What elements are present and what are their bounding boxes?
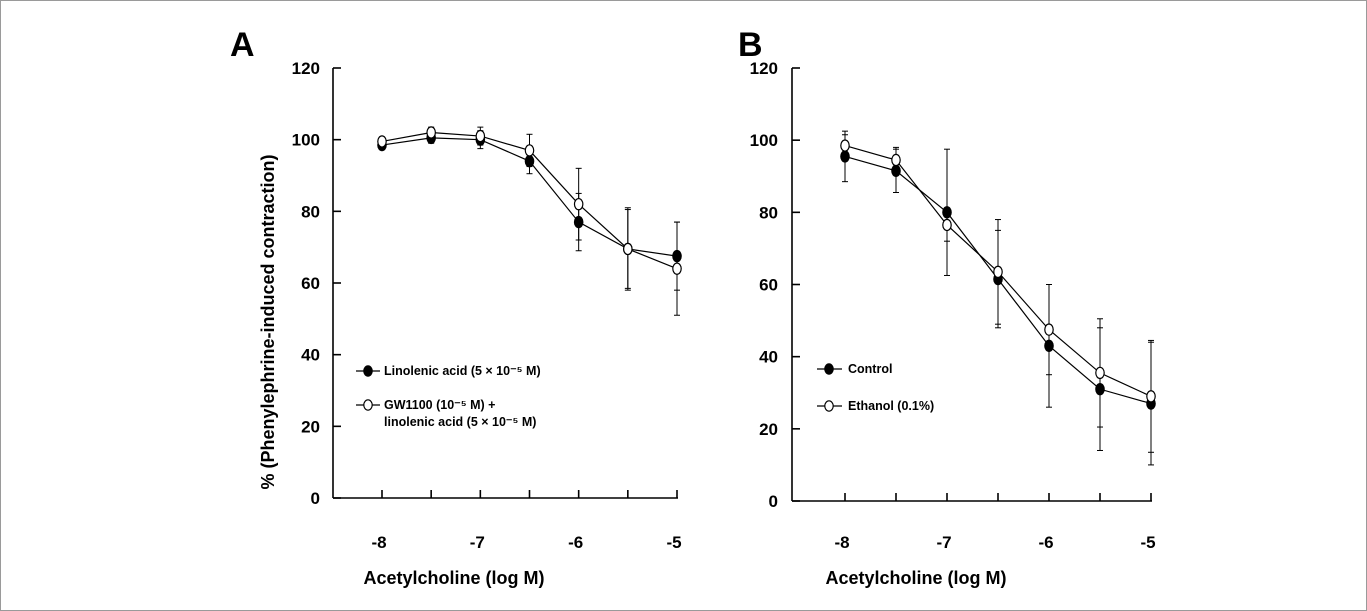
- chart-panel-a: 0 20 40 60 80 100 120 -8 -7 -6 -5 Linolenic acid (5…: [292, 59, 682, 552]
- data-point-pa-1-1: [426, 126, 436, 139]
- legend-label-pb-0: Control: [848, 362, 892, 376]
- y-tick-label-pa-6: 120: [292, 59, 320, 78]
- y-tick-label-pb-3: 60: [759, 276, 778, 295]
- y-tick-label-pa-4: 80: [301, 202, 320, 221]
- data-point-pb-0-1: [891, 164, 901, 178]
- data-point-pa-0-6: [672, 249, 682, 263]
- data-point-pa-1-5: [623, 242, 633, 256]
- y-tick-label-pa-2: 40: [301, 346, 320, 365]
- data-point-pa-1-2: [475, 129, 486, 143]
- data-point-pa-1-3: [524, 144, 535, 157]
- data-point-pb-1-1: [891, 153, 901, 167]
- legend-marker-pb-1: [824, 400, 834, 412]
- legend-marker-pa-1: [363, 399, 373, 411]
- x-tick-label-pb-0: -8: [834, 533, 849, 552]
- data-point-pa-1-6: [672, 262, 682, 275]
- data-point-pb-0-4: [1044, 339, 1054, 353]
- y-tick-label-pa-5: 100: [292, 131, 320, 150]
- y-tick-label-pb-0: 0: [769, 492, 778, 511]
- x-axis-title-a: Acetylcholine (log M): [363, 568, 544, 588]
- panel-letter-a: A: [230, 26, 255, 64]
- y-tick-label-pa-3: 60: [301, 274, 320, 293]
- panel-letter-b: B: [738, 26, 763, 64]
- x-tick-label-pa-0: -8: [371, 533, 386, 552]
- data-point-pa-1-0: [377, 135, 387, 148]
- data-point-pb-1-5: [1095, 366, 1105, 380]
- chart-panel-b: 0 20 40 60 80 100 120 -8 -7 -6 -5 Control Ethanol (0…: [750, 59, 1156, 552]
- x-axis-title-b: Acetylcholine (log M): [825, 568, 1006, 588]
- y-tick-label-pb-1: 20: [759, 420, 778, 439]
- y-tick-label-pb-6: 120: [750, 59, 778, 78]
- x-tick-label-pa-1: -7: [470, 533, 485, 552]
- x-tick-label-pa-3: -5: [666, 533, 681, 552]
- data-point-pb-1-2: [942, 218, 952, 232]
- data-point-pb-0-5: [1095, 382, 1105, 396]
- legend-marker-pb-0: [824, 363, 834, 375]
- y-tick-label-pb-5: 100: [750, 131, 778, 150]
- y-tick-label-pb-4: 80: [759, 203, 778, 222]
- x-tick-label-pa-2: -6: [568, 533, 583, 552]
- data-point-pb-1-3: [993, 265, 1003, 279]
- data-point-pb-1-4: [1044, 323, 1054, 336]
- legend-label-pa-1: linolenic acid (5 × 10⁻⁵ M): [384, 415, 536, 429]
- data-point-pb-1-6: [1146, 390, 1156, 403]
- legend-label-pa-0: Linolenic acid (5 × 10⁻⁵ M): [384, 364, 541, 378]
- data-point-pb-0-2: [942, 206, 952, 219]
- data-point-pa-1-4: [573, 197, 584, 211]
- legend-label-pb-1: Ethanol (0.1%): [848, 399, 934, 413]
- x-tick-label-pb-1: -7: [936, 533, 951, 552]
- y-axis-title-a: % (Phenylephrine-induced contraction): [258, 154, 278, 489]
- data-point-pa-0-3: [524, 154, 535, 168]
- x-tick-label-pb-2: -6: [1038, 533, 1053, 552]
- legend-marker-pa-0: [363, 365, 373, 377]
- y-tick-label-pa-1: 20: [301, 417, 320, 436]
- data-point-pa-0-4: [573, 215, 584, 229]
- y-tick-label-pb-2: 40: [759, 348, 778, 367]
- x-tick-label-pb-3: -5: [1140, 533, 1155, 552]
- legend-label-pa-1: GW1100 (10⁻⁵ M) +: [384, 398, 495, 412]
- y-tick-label-pa-0: 0: [311, 489, 320, 508]
- data-point-pb-1-0: [840, 139, 850, 152]
- data-point-pb-0-0: [840, 150, 850, 163]
